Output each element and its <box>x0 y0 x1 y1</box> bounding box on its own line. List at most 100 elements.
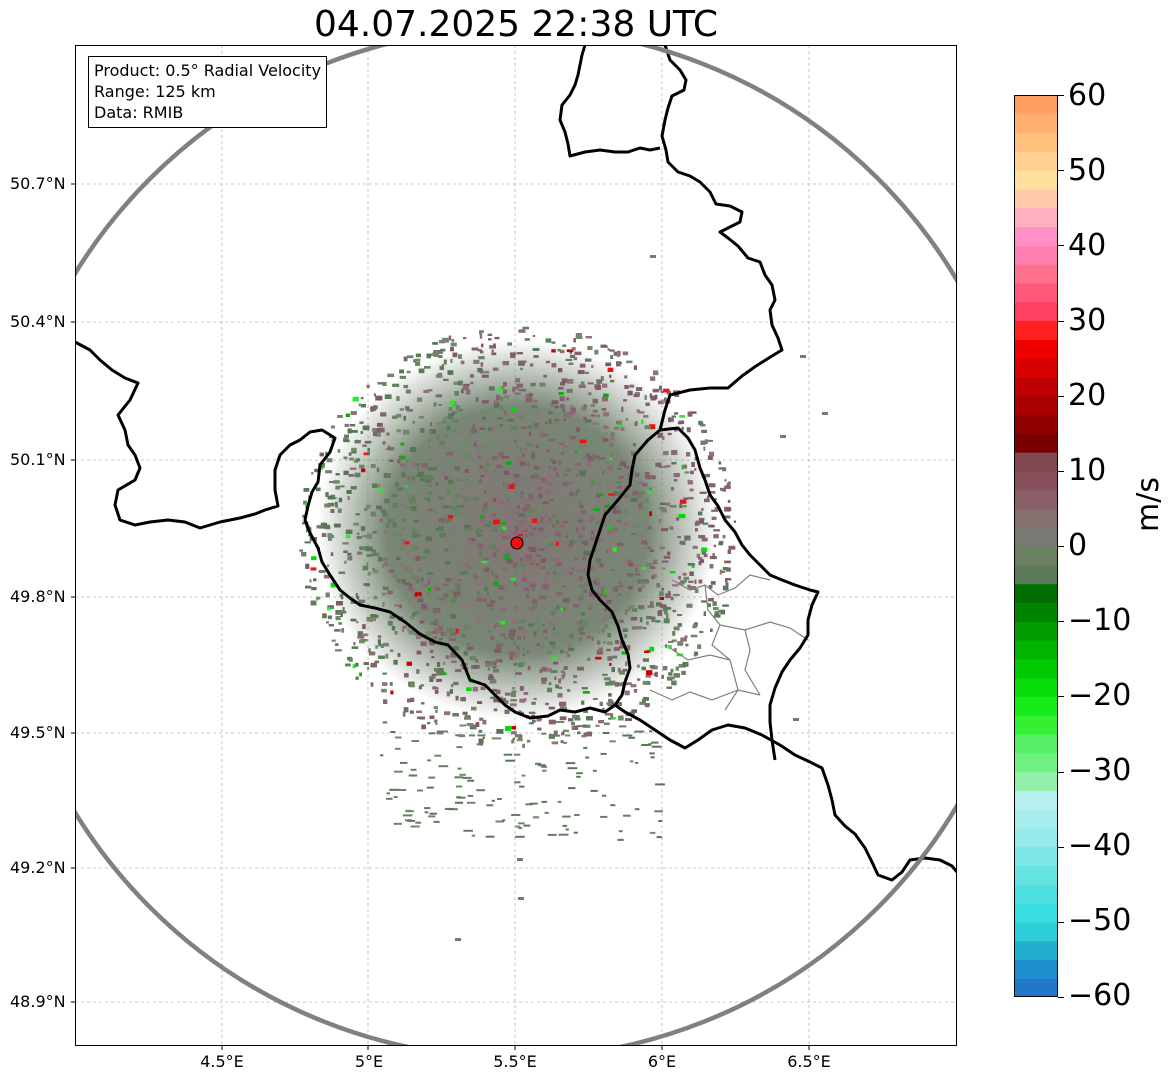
echo-pixel <box>612 547 617 552</box>
echo-pixel <box>698 535 706 539</box>
echo-pixel <box>724 506 731 512</box>
echo-pixel <box>726 482 730 487</box>
echo-pixel <box>600 376 604 381</box>
echo-pixel <box>406 494 410 500</box>
echo-pixel <box>460 664 463 667</box>
echo-pixel <box>433 628 441 633</box>
echo-pixel <box>410 768 417 771</box>
echo-pixel <box>541 444 548 448</box>
echo-pixel <box>323 574 330 579</box>
echo-pixel <box>319 526 322 529</box>
echo-pixel <box>553 563 556 567</box>
echo-pixel <box>533 425 540 428</box>
echo-pixel <box>600 752 607 755</box>
echo-pixel <box>423 549 431 554</box>
echo-pixel <box>442 420 447 424</box>
echo-pixel <box>510 731 517 735</box>
echo-pixel <box>438 355 443 358</box>
echo-pixel <box>519 503 522 508</box>
echo-pixel <box>438 671 446 676</box>
echo-pixel <box>683 576 689 580</box>
echo-pixel <box>548 706 555 710</box>
echo-pixel <box>727 499 731 503</box>
echo-pixel <box>433 636 438 640</box>
echo-pixel <box>691 462 695 467</box>
echo-pixel <box>551 656 557 659</box>
echo-pixel <box>574 351 582 356</box>
echo-pixel <box>302 514 306 518</box>
echo-pixel <box>426 353 431 359</box>
echo-pixel <box>608 443 615 447</box>
echo-pixel <box>347 552 352 556</box>
echo-pixel <box>327 615 333 620</box>
echo-pixel <box>549 499 555 502</box>
echo-pixel <box>671 680 677 686</box>
echo-pixel <box>601 588 604 593</box>
echo-pixel <box>370 464 376 468</box>
echo-pixel <box>453 591 461 595</box>
echo-pixel <box>512 386 519 390</box>
echo-pixel <box>436 434 440 440</box>
echo-pixel <box>397 487 404 491</box>
echo-pixel <box>670 505 677 508</box>
echo-pixel <box>642 579 649 584</box>
echo-pixel <box>522 537 528 540</box>
echo-pixel <box>492 367 499 371</box>
echo-pixel <box>322 613 327 619</box>
echo-pixel <box>503 395 510 399</box>
echo-pixel <box>327 502 335 507</box>
colorbar-segment <box>1014 226 1058 246</box>
echo-pixel <box>428 446 431 449</box>
echo-pixel <box>637 579 643 584</box>
echo-pixel <box>632 490 639 496</box>
echo-pixel <box>309 579 312 583</box>
echo-pixel <box>642 680 649 685</box>
echo-pixel <box>508 635 514 639</box>
echo-pixel <box>617 593 621 596</box>
echo-pixel <box>668 676 675 680</box>
echo-pixel <box>637 678 641 681</box>
echo-pixel <box>651 616 656 620</box>
echo-pixel <box>484 497 487 501</box>
echo-pixel <box>427 484 433 487</box>
echo-pixel <box>671 450 678 455</box>
echo-pixel <box>498 585 505 590</box>
echo-pixel <box>502 361 509 366</box>
echo-pixel <box>588 606 592 610</box>
echo-pixel <box>500 396 504 402</box>
colorbar-segment <box>1014 959 1058 979</box>
echo-pixel <box>581 687 588 690</box>
echo-pixel <box>578 626 584 632</box>
echo-pixel <box>552 626 556 631</box>
echo-pixel <box>617 424 623 427</box>
echo-pixel <box>438 518 446 523</box>
echo-pixel <box>453 381 459 385</box>
echo-pixel <box>428 467 435 471</box>
echo-pixel <box>669 526 674 530</box>
echo-pixel <box>496 548 501 552</box>
echo-pixel <box>487 507 495 511</box>
echo-pixel <box>357 636 365 639</box>
echo-pixel <box>378 556 382 562</box>
echo-pixel <box>416 716 420 719</box>
echo-pixel <box>566 468 571 472</box>
echo-pixel <box>562 344 567 347</box>
echo-pixel <box>556 519 559 524</box>
colorbar-segment <box>1014 433 1058 453</box>
echo-pixel <box>491 737 502 740</box>
echo-pixel <box>524 698 527 702</box>
echo-pixel <box>595 385 601 390</box>
echo-pixel <box>573 604 580 608</box>
echo-pixel <box>557 800 562 803</box>
echo-pixel <box>440 628 444 632</box>
echo-pixel <box>485 440 489 443</box>
echo-pixel <box>620 542 625 546</box>
echo-pixel <box>386 792 390 795</box>
echo-pixel <box>397 789 407 791</box>
echo-pixel <box>366 562 369 567</box>
echo-pixel <box>457 586 460 592</box>
radar-site-marker[interactable] <box>510 536 524 550</box>
echo-pixel <box>419 716 425 720</box>
echo-pixel <box>449 400 455 405</box>
